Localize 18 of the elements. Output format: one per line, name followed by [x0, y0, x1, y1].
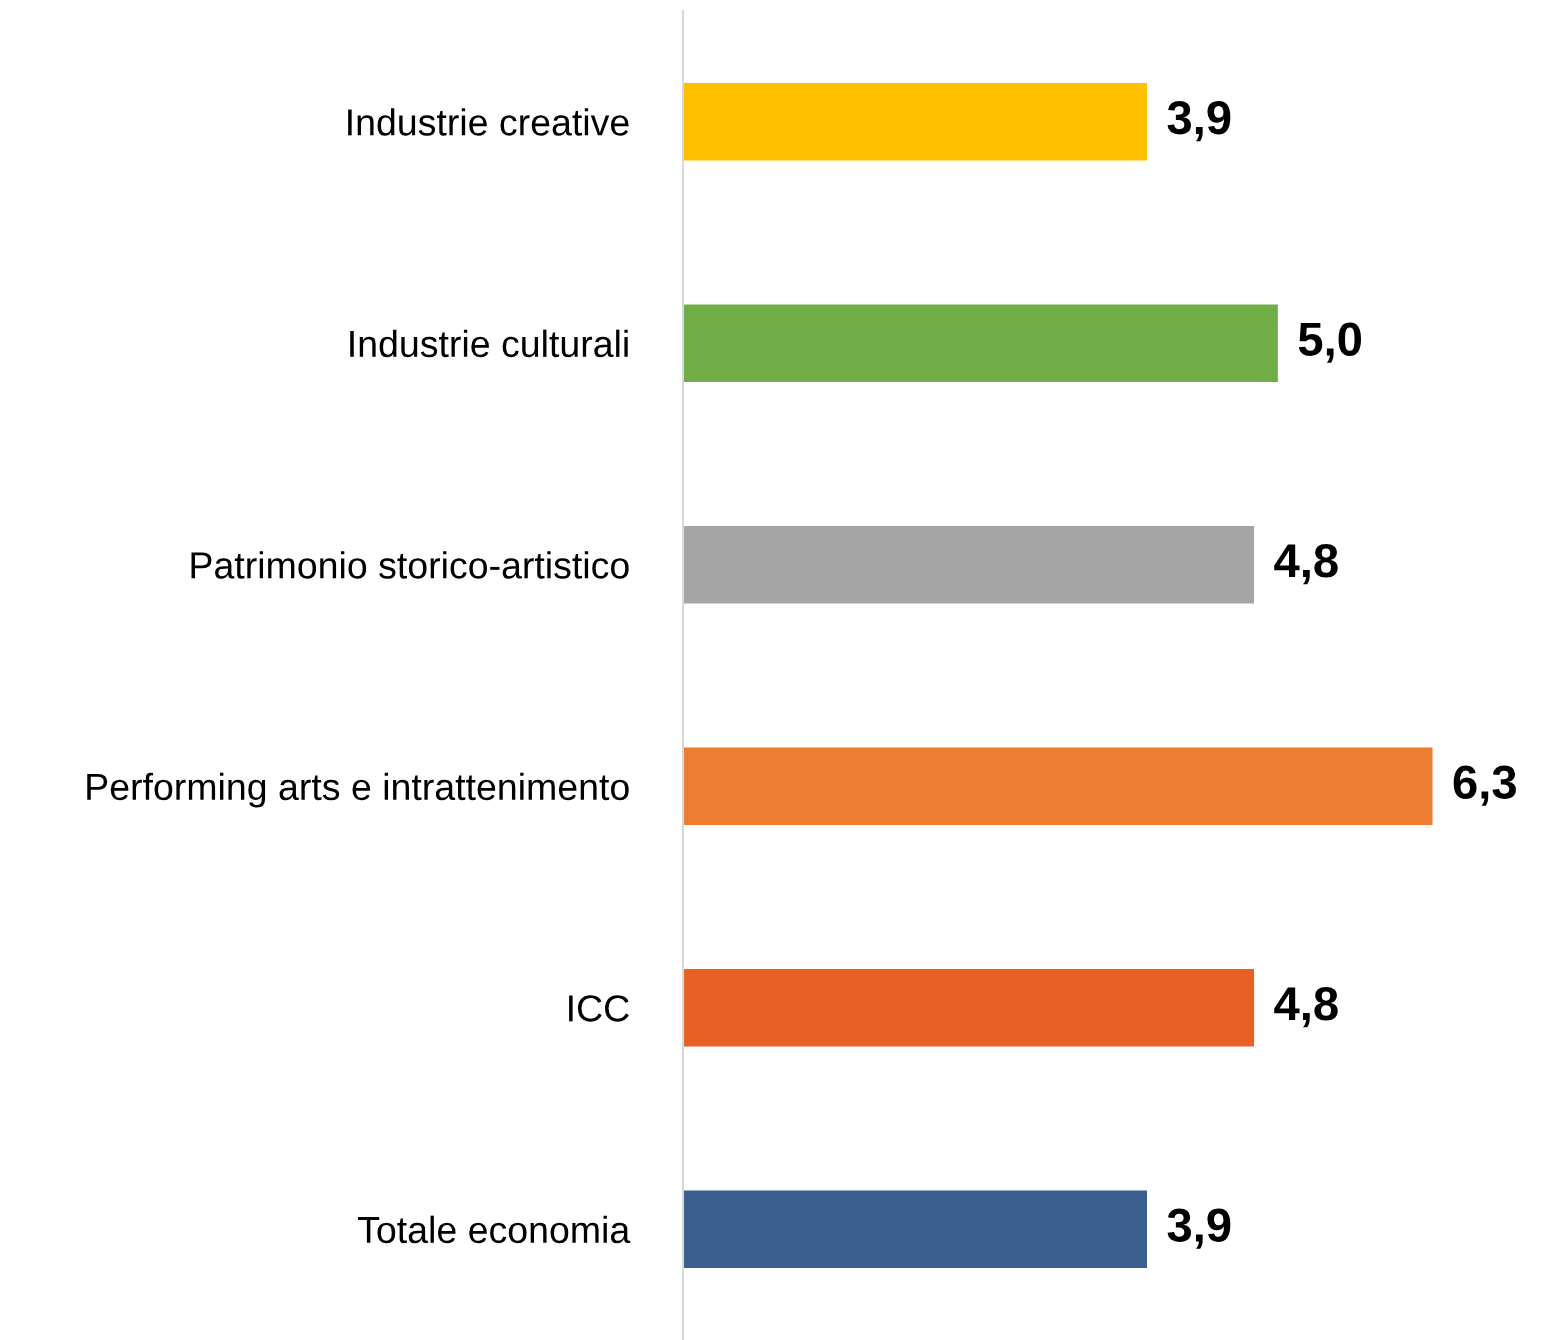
y-tick-label: Industrie culturali — [350, 329, 628, 358]
bar — [683, 525, 1255, 604]
y-tick-label: Totale economia — [358, 1215, 631, 1244]
bar — [683, 968, 1255, 1047]
y-tick-label: Performing arts e intrattenimento — [87, 772, 629, 808]
data-label: 5,0 — [1298, 322, 1362, 363]
bar — [683, 1190, 1147, 1269]
y-tick-label: Patrimonio storico-artistico — [191, 551, 629, 579]
y-tick-label: ICC — [569, 995, 629, 1022]
y-tick-label: Industrie creative — [348, 108, 629, 136]
data-label: 4,8 — [1274, 986, 1338, 1028]
data-label: 3,9 — [1167, 100, 1231, 142]
bar — [683, 82, 1147, 161]
data-label: 3,9 — [1167, 1208, 1231, 1249]
data-label: 4,8 — [1274, 543, 1338, 585]
bar — [683, 304, 1278, 383]
bar — [683, 747, 1433, 826]
data-label: 6,3 — [1453, 765, 1516, 806]
